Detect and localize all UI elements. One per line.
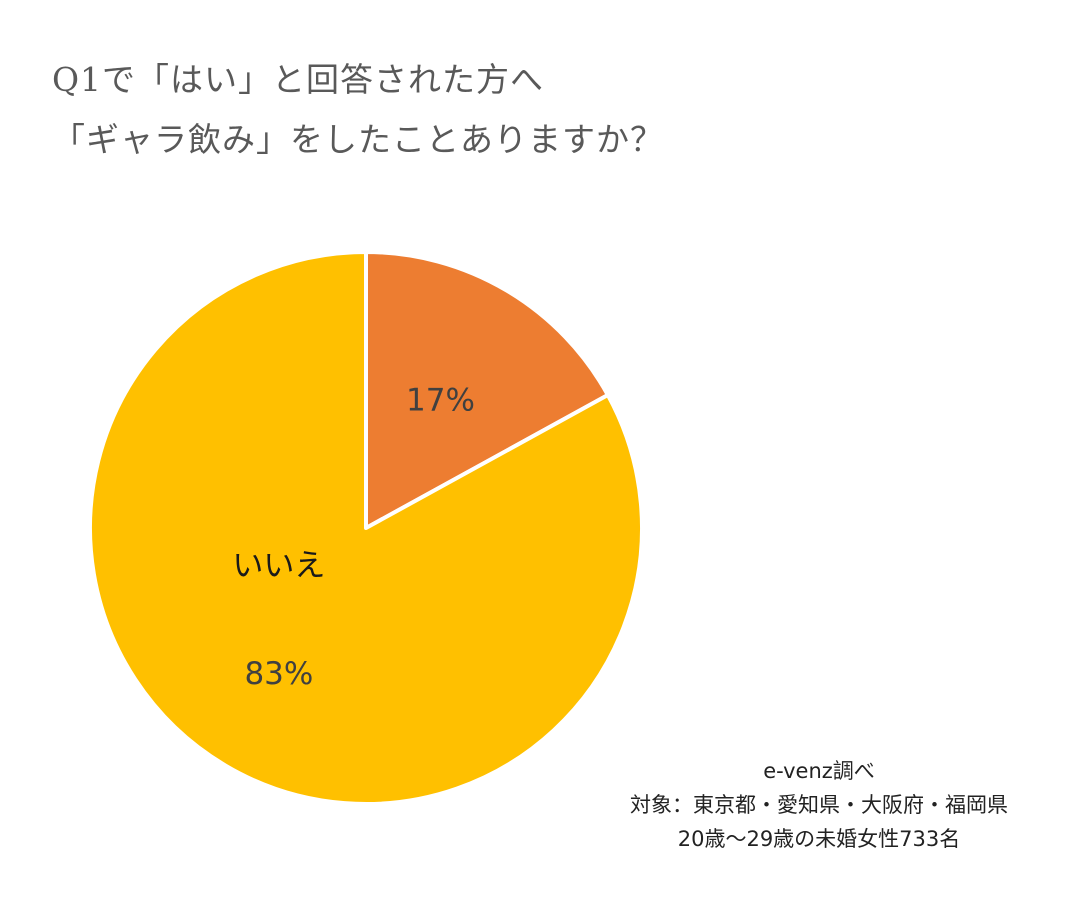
source-note: e-venz調べ 対象：東京都・愛知県・大阪府・福岡県 20歳〜29歳の未婚女性… — [630, 754, 1008, 856]
source-note-line-1: e-venz調べ — [763, 759, 875, 783]
pie-slice-1 — [364, 250, 610, 530]
chart-title-line-1: Q1で「はい」と回答された方へ — [52, 60, 545, 99]
pie-slice-1-percent: 17% — [406, 383, 475, 419]
source-note-line-3: 20歳〜29歳の未婚女性733名 — [677, 827, 961, 851]
pie-slice-2-name: いいえ — [232, 548, 325, 584]
pie-slices — [88, 250, 644, 806]
chart-title: Q1で「はい」と回答された方へ 「ギャラ飲み」をしたことありますか？ — [52, 50, 664, 170]
pie-slice-2-percent: 83% — [244, 656, 313, 692]
source-note-line-2: 対象：東京都・愛知県・大阪府・福岡県 — [630, 793, 1008, 817]
chart-title-line-2: 「ギャラ飲み」をしたことありますか？ — [52, 120, 664, 159]
pie-labels: 17% 83% いいえ — [232, 383, 475, 692]
pie-slice-2 — [88, 250, 644, 806]
